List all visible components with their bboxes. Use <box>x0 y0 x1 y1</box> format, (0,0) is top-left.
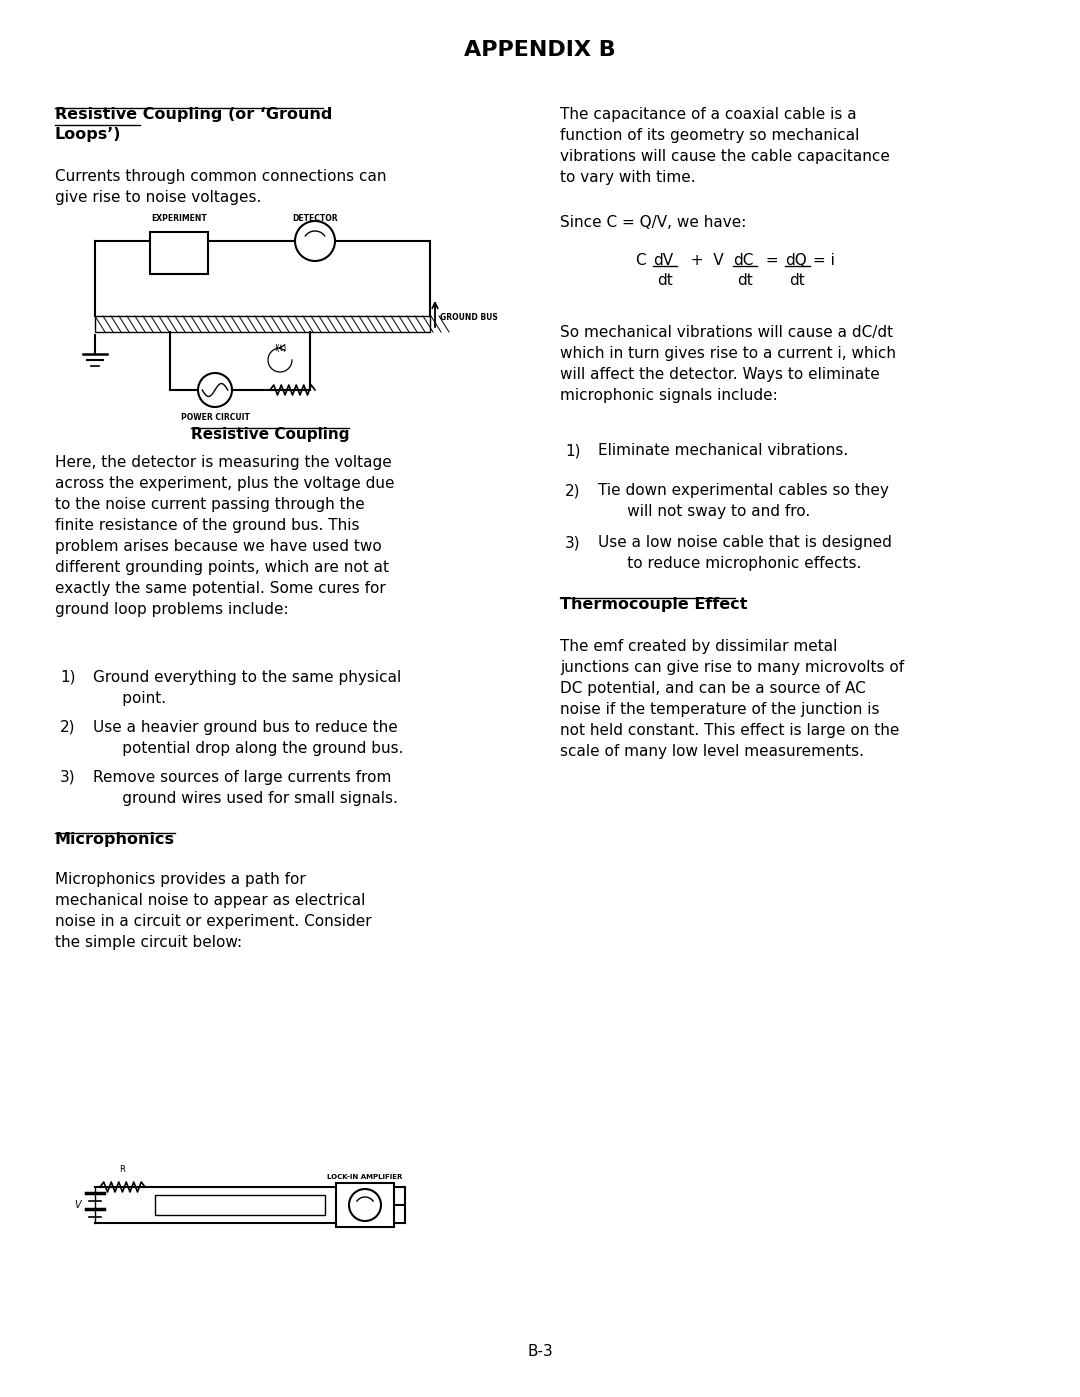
Text: Microphonics: Microphonics <box>55 833 175 847</box>
Bar <box>156 1194 325 1215</box>
Text: EXPERIMENT: EXPERIMENT <box>151 214 207 224</box>
Text: Use a low noise cable that is designed
      to reduce microphonic effects.: Use a low noise cable that is designed t… <box>598 535 892 571</box>
Text: GROUND BUS: GROUND BUS <box>440 313 498 323</box>
Text: dt: dt <box>789 272 805 288</box>
Text: Ground everything to the same physical
      point.: Ground everything to the same physical p… <box>93 671 402 705</box>
Text: 1): 1) <box>565 443 581 458</box>
Text: 3): 3) <box>565 535 581 550</box>
Text: Microphonics provides a path for
mechanical noise to appear as electrical
noise : Microphonics provides a path for mechani… <box>55 872 372 950</box>
Text: C: C <box>635 253 646 268</box>
Circle shape <box>349 1189 381 1221</box>
Text: =: = <box>761 253 779 268</box>
Text: +  V: + V <box>681 253 724 268</box>
Text: Currents through common connections can
give rise to noise voltages.: Currents through common connections can … <box>55 169 387 205</box>
Text: Here, the detector is measuring the voltage
across the experiment, plus the volt: Here, the detector is measuring the volt… <box>55 455 394 617</box>
Text: 2): 2) <box>565 483 581 497</box>
Text: So mechanical vibrations will cause a dC/dt
which in turn gives rise to a curren: So mechanical vibrations will cause a dC… <box>561 326 896 402</box>
Text: Eliminate mechanical vibrations.: Eliminate mechanical vibrations. <box>598 443 848 458</box>
Text: dt: dt <box>737 272 753 288</box>
Text: 1): 1) <box>60 671 76 685</box>
Circle shape <box>198 373 232 407</box>
Text: dQ: dQ <box>785 253 807 268</box>
Text: Remove sources of large currents from
      ground wires used for small signals.: Remove sources of large currents from gr… <box>93 770 397 806</box>
Text: APPENDIX B: APPENDIX B <box>464 41 616 60</box>
Text: The capacitance of a coaxial cable is a
function of its geometry so mechanical
v: The capacitance of a coaxial cable is a … <box>561 108 890 184</box>
Text: Since C = Q/V, we have:: Since C = Q/V, we have: <box>561 215 746 231</box>
Bar <box>150 232 208 274</box>
Text: COAXIAL CABLE: COAXIAL CABLE <box>206 1200 273 1210</box>
Text: POWER CIRCUIT: POWER CIRCUIT <box>180 414 249 422</box>
Text: R: R <box>120 1165 125 1173</box>
Text: 2): 2) <box>60 719 76 735</box>
Text: Tie down experimental cables so they
      will not sway to and fro.: Tie down experimental cables so they wil… <box>598 483 889 520</box>
Text: = i: = i <box>813 253 835 268</box>
Text: The emf created by dissimilar metal
junctions can give rise to many microvolts o: The emf created by dissimilar metal junc… <box>561 638 904 759</box>
Bar <box>95 316 430 332</box>
Text: B-3: B-3 <box>527 1344 553 1359</box>
Text: DETECTOR: DETECTOR <box>293 214 338 224</box>
Text: Use a heavier ground bus to reduce the
      potential drop along the ground bus: Use a heavier ground bus to reduce the p… <box>93 719 404 756</box>
Text: Resistive Coupling: Resistive Coupling <box>191 427 349 441</box>
Text: Thermocouple Effect: Thermocouple Effect <box>561 597 747 612</box>
Bar <box>336 1183 394 1227</box>
Text: 3): 3) <box>60 770 76 785</box>
Text: I(t): I(t) <box>274 344 286 352</box>
Circle shape <box>295 221 335 261</box>
Text: LOCK-IN AMPLIFIER: LOCK-IN AMPLIFIER <box>327 1173 403 1180</box>
Text: Resistive Coupling (or ‘Ground
Loops’): Resistive Coupling (or ‘Ground Loops’) <box>55 108 333 142</box>
Text: dt: dt <box>657 272 673 288</box>
Text: dC: dC <box>733 253 754 268</box>
Text: V: V <box>75 1200 81 1210</box>
Text: dV: dV <box>653 253 673 268</box>
